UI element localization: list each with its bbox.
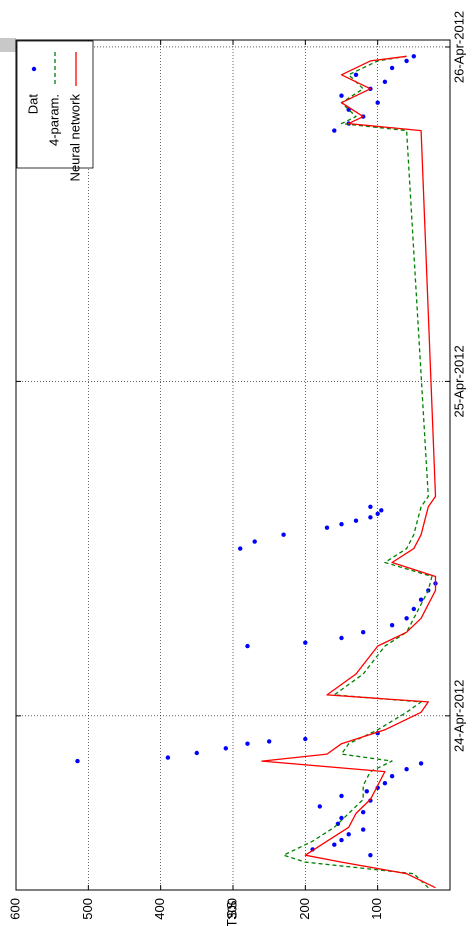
series-4-param- xyxy=(282,55,433,889)
series-neural-network xyxy=(261,55,437,889)
data-point xyxy=(361,810,366,815)
data-point xyxy=(418,761,424,766)
data-point xyxy=(194,750,199,756)
data-point xyxy=(252,539,257,544)
time-tick-label: 24-Apr-2012 xyxy=(451,680,466,752)
data-point xyxy=(411,54,416,59)
data-point xyxy=(404,58,409,64)
data-point xyxy=(404,767,409,772)
data-point xyxy=(382,781,388,786)
data-point xyxy=(339,635,344,641)
data-point xyxy=(238,546,243,551)
data-point xyxy=(281,532,286,537)
data-point xyxy=(165,755,171,760)
data-point xyxy=(411,606,416,612)
series-line xyxy=(261,55,437,889)
data-point xyxy=(346,832,351,837)
data-point xyxy=(339,93,344,98)
data-point xyxy=(324,525,330,530)
data-point xyxy=(245,741,250,746)
value-tick-label: 300 xyxy=(224,898,239,920)
data-point xyxy=(368,798,373,803)
data-point xyxy=(361,827,366,832)
legend-label: 4-param. xyxy=(46,94,61,146)
value-tick-label: 600 xyxy=(7,898,22,920)
value-tick-label: 500 xyxy=(80,898,95,920)
data-point xyxy=(368,515,373,520)
clipped-corner-badge xyxy=(0,38,16,52)
legend-label: Dat xyxy=(25,94,40,115)
data-point xyxy=(353,518,359,523)
data-point xyxy=(375,511,380,516)
data-point xyxy=(404,616,409,621)
data-point xyxy=(245,643,250,649)
value-tick-label: 200 xyxy=(297,898,312,920)
data-point xyxy=(368,853,373,858)
legend: Dat 4-param. Neural network xyxy=(16,40,94,182)
data-point xyxy=(382,79,388,85)
data-point xyxy=(339,522,344,527)
data-point xyxy=(353,72,359,78)
data-point xyxy=(389,65,395,71)
data-point xyxy=(389,623,395,628)
value-tick-label: 400 xyxy=(152,898,167,920)
data-point xyxy=(389,774,395,779)
series-line xyxy=(282,55,433,889)
data-point xyxy=(267,739,272,744)
data-point xyxy=(303,736,308,742)
data-point xyxy=(332,842,337,847)
data-point xyxy=(317,804,322,809)
legend-box xyxy=(16,40,94,169)
data-point xyxy=(364,789,369,794)
value-axis-label: TSS xyxy=(224,900,240,926)
data-point xyxy=(339,793,344,799)
legend-marker xyxy=(31,66,37,72)
data-point xyxy=(223,746,228,751)
data-point xyxy=(332,128,337,133)
data-point xyxy=(75,758,80,764)
data-point xyxy=(379,508,384,513)
value-tick-label: 100 xyxy=(369,898,384,920)
data-point xyxy=(339,815,344,821)
time-tick-label: 25-Apr-2012 xyxy=(451,345,466,417)
data-point xyxy=(418,597,424,602)
series-dat xyxy=(75,54,438,858)
data-point xyxy=(361,630,366,635)
data-point xyxy=(375,100,380,105)
time-tick-label: 26-Apr-2012 xyxy=(451,11,466,83)
data-point xyxy=(303,640,308,645)
data-point xyxy=(368,504,373,509)
data-point xyxy=(339,837,344,843)
legend-label: Neural network xyxy=(67,94,82,182)
